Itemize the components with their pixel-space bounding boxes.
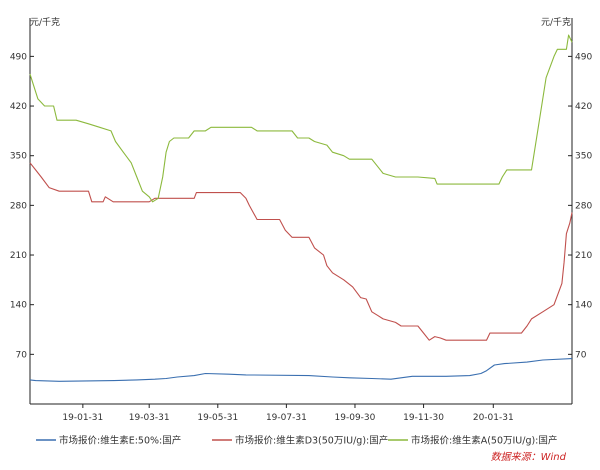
series-line-3 — [29, 34, 573, 203]
x-tick-label: 19-11-30 — [403, 413, 444, 423]
legend-label-2: 市场报价:维生素D3(50万IU/g):国产 — [235, 435, 388, 447]
y-tick-label-right: 70 — [575, 350, 587, 360]
chart-legend: 市场报价:维生素E:50%:国产 市场报价:维生素D3(50万IU/g):国产 市场… — [36, 435, 557, 447]
y-tick-label-left: 70 — [16, 350, 28, 360]
series-line-2 — [29, 162, 573, 341]
x-tick-label: 19-09-30 — [335, 413, 376, 423]
y-tick-label-left: 280 — [10, 201, 27, 211]
y-tick-label-left: 140 — [10, 301, 27, 311]
x-tick-label: 19-05-31 — [197, 413, 238, 423]
x-tick-label: 19-07-31 — [266, 413, 307, 423]
series-line-1 — [29, 358, 573, 382]
x-tick-label: 19-01-31 — [62, 413, 103, 423]
y-tick-label-right: 490 — [575, 52, 592, 62]
y-tick-label-right: 210 — [575, 251, 592, 261]
x-tick-label: 19-03-31 — [129, 413, 170, 423]
source-note: 数据来源：Wind — [491, 451, 567, 463]
y-tick-label-right: 140 — [575, 301, 592, 311]
chart-series-lines — [29, 34, 573, 382]
legend-label-1: 市场报价:维生素E:50%:国产 — [59, 435, 181, 447]
chart-axes: 70 70 140 140 210 210 280 280 350 350 420 420 490 490… — [10, 18, 592, 423]
y-tick-label-left: 350 — [10, 152, 27, 162]
y-unit-left: 元/千克 — [30, 17, 60, 28]
y-tick-label-left: 420 — [10, 102, 27, 112]
x-tick-label: 20-01-31 — [473, 413, 514, 423]
y-tick-label-left: 210 — [10, 251, 27, 261]
y-tick-label-right: 350 — [575, 152, 592, 162]
y-tick-label-right: 420 — [575, 102, 592, 112]
legend-label-3: 市场报价:维生素A(50万IU/g):国产 — [411, 435, 557, 447]
y-unit-right: 元/千克 — [541, 17, 571, 28]
y-tick-label-right: 280 — [575, 201, 592, 211]
y-tick-label-left: 490 — [10, 52, 27, 62]
